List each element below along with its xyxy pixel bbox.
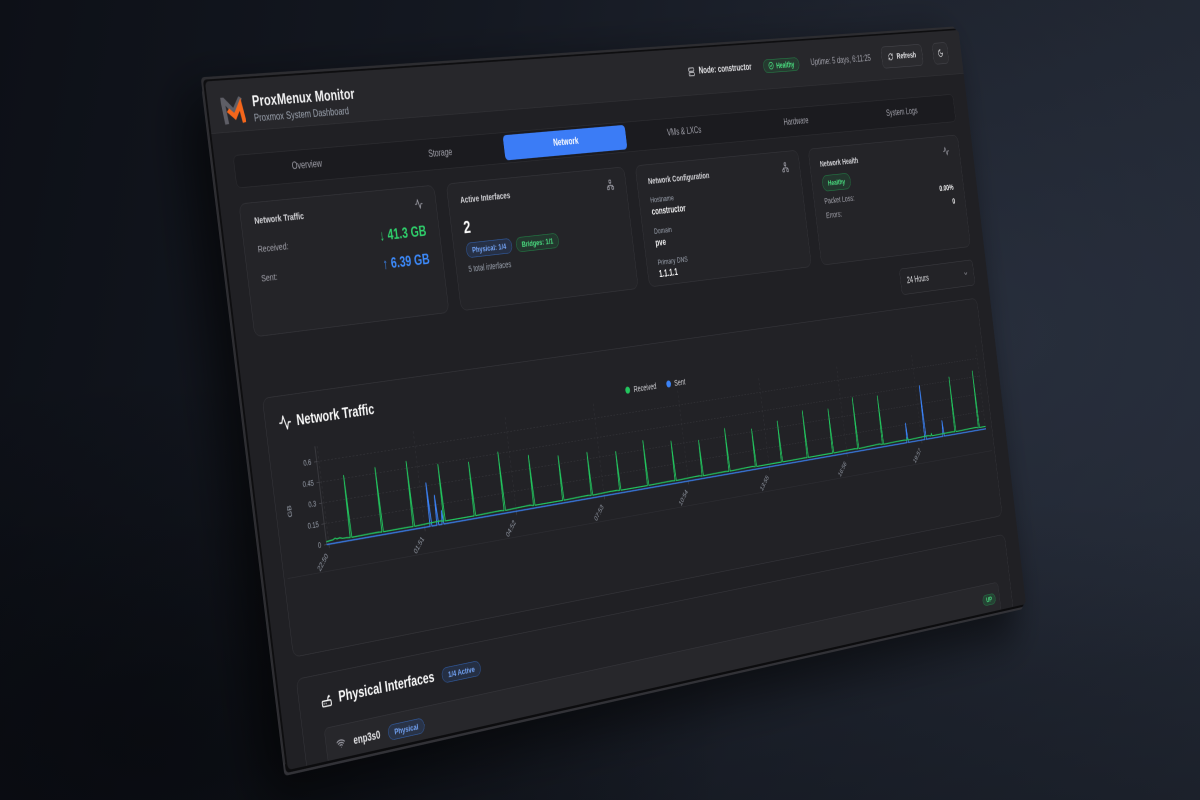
svg-text:0.45: 0.45 bbox=[302, 479, 314, 490]
svg-text:13:55: 13:55 bbox=[759, 474, 770, 493]
svg-text:19:57: 19:57 bbox=[912, 447, 922, 465]
svg-text:0.6: 0.6 bbox=[303, 458, 312, 468]
svg-text:0.15: 0.15 bbox=[307, 521, 319, 532]
svg-text:10:54: 10:54 bbox=[678, 488, 689, 507]
svg-text:16:56: 16:56 bbox=[837, 460, 847, 478]
svg-text:0.3: 0.3 bbox=[308, 500, 317, 510]
svg-text:0: 0 bbox=[318, 541, 322, 550]
svg-text:GB: GB bbox=[285, 505, 294, 518]
svg-text:07:53: 07:53 bbox=[593, 503, 605, 523]
